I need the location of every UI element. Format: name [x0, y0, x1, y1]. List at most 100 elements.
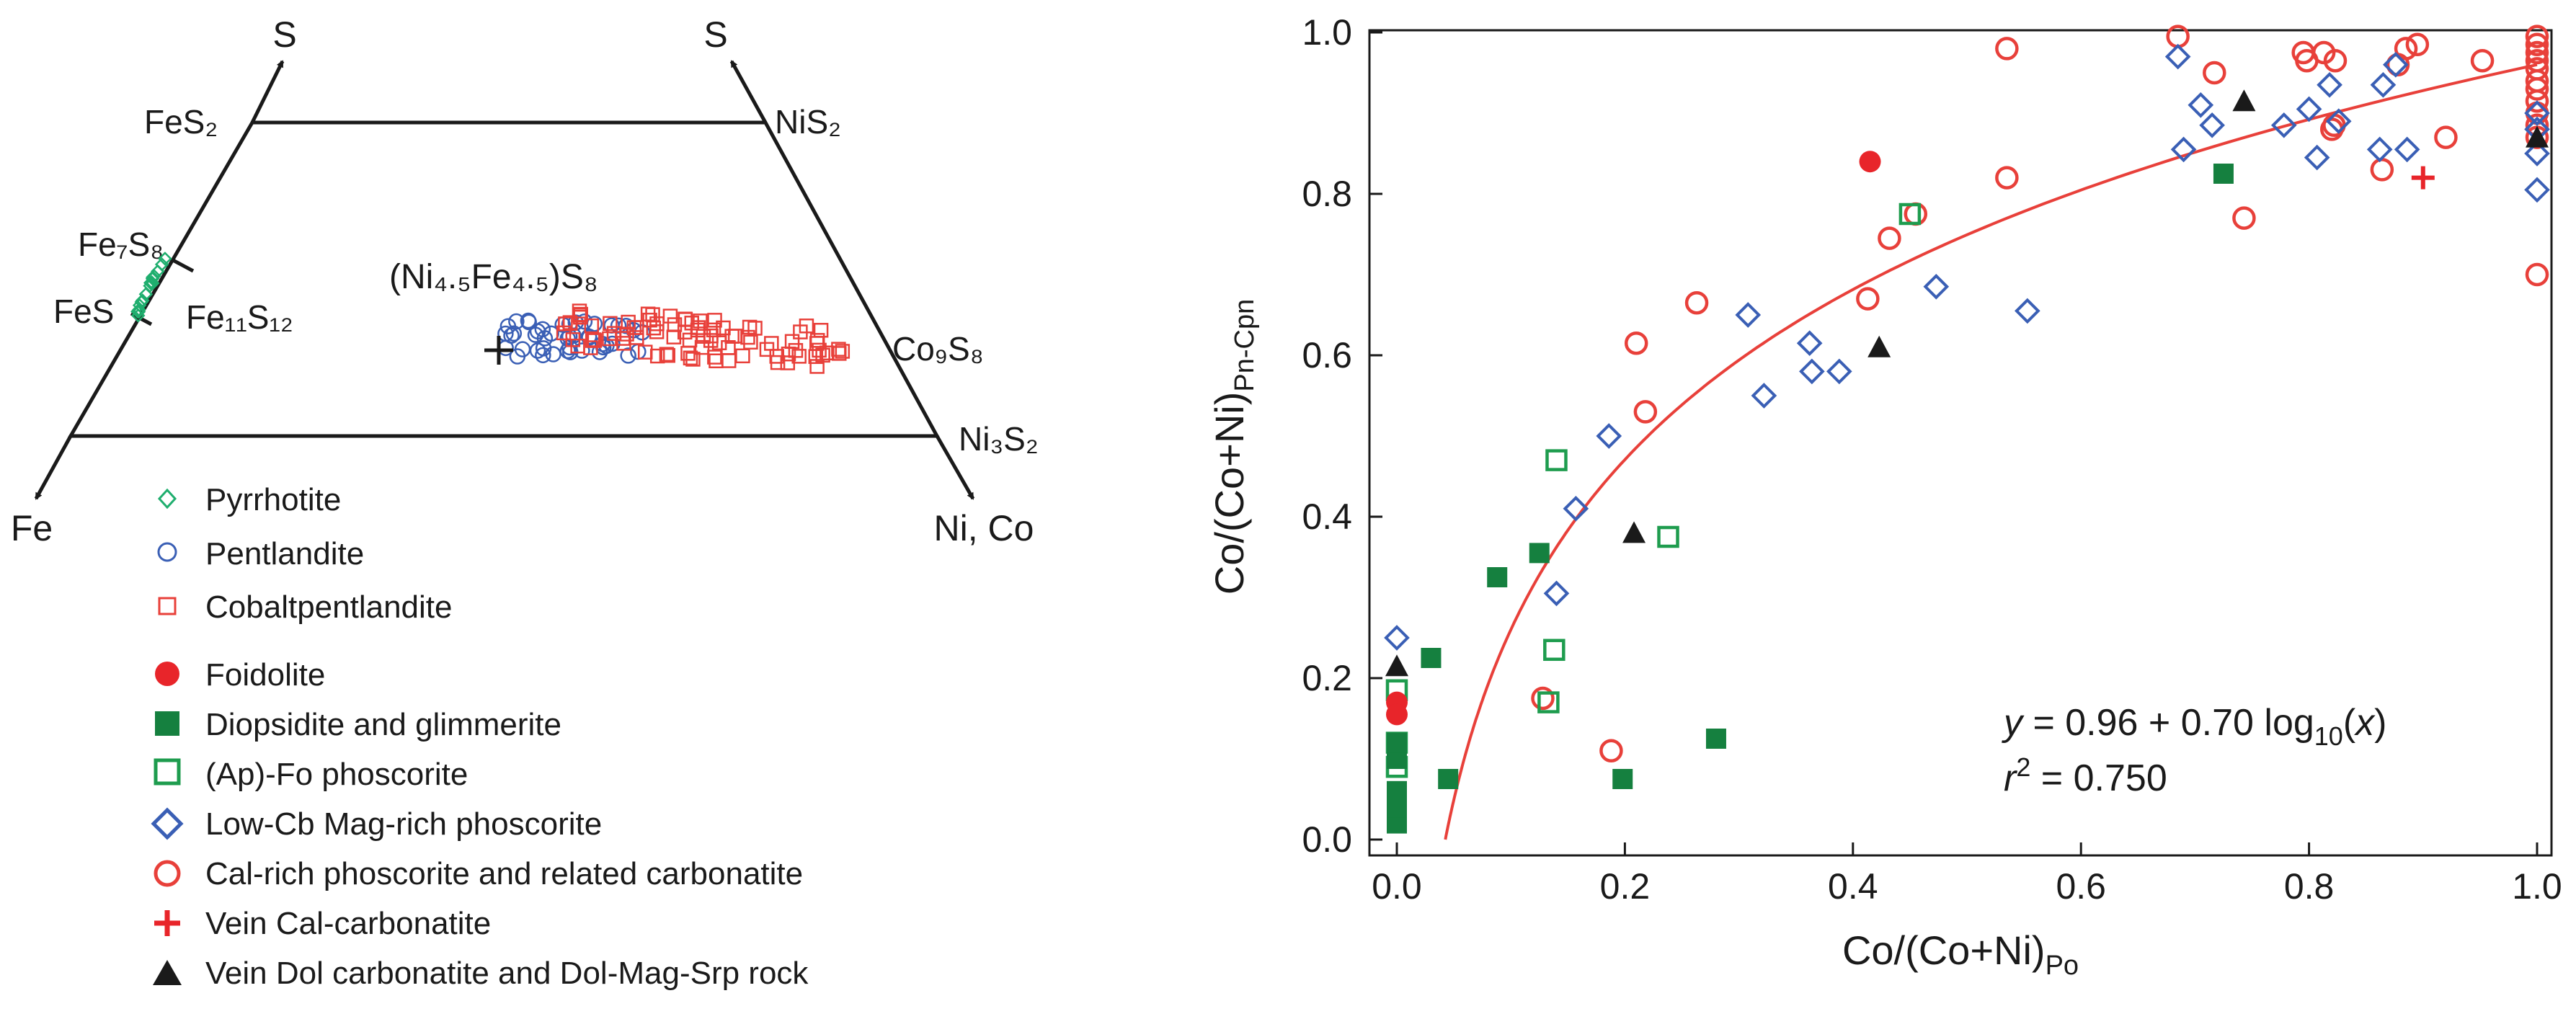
- data-points: [1384, 25, 2550, 834]
- cluster-pentlandite-point: [527, 326, 544, 343]
- legend-marker-cobaltpentlandite: [158, 597, 177, 615]
- point-lowcb: [2524, 100, 2550, 126]
- point-diop: [1387, 780, 1407, 801]
- legend-marker-diopsidite: [155, 711, 179, 736]
- cluster-cobaltpentlandite-point: [721, 339, 736, 355]
- point-diop: [1705, 729, 1726, 749]
- cluster-pyrrhotite-point: [145, 276, 160, 290]
- cluster-cobaltpentlandite-point: [735, 348, 750, 364]
- x-axis-label-main: Co/(Co+Ni): [1842, 927, 2046, 973]
- x-axis-label-sub: Po: [2046, 951, 2079, 981]
- point-apfo: [1545, 449, 1568, 471]
- point-lowcb: [2325, 108, 2352, 135]
- x-tick-label: 0.4: [1828, 866, 1878, 907]
- point-cal: [2323, 48, 2348, 73]
- y-axis-label-main: Co/(Co+Ni): [1207, 392, 1252, 595]
- point-diop: [1438, 769, 1459, 789]
- point-lowcb: [1923, 273, 1950, 300]
- cluster-cobaltpentlandite-point: [707, 313, 722, 328]
- cluster-pentlandite-point: [520, 312, 537, 329]
- y-tick-label: 0.8: [1302, 174, 1352, 214]
- point-cal: [2525, 262, 2549, 287]
- point-cal: [1684, 290, 1709, 315]
- cluster-cobaltpentlandite-point: [832, 346, 847, 361]
- point-cal: [2525, 89, 2549, 113]
- legend-item-cal-phoscorite: Cal-rich phoscorite and related carbonat…: [154, 856, 803, 891]
- legend-label-vein-cal: Vein Cal-carbonatite: [205, 906, 491, 941]
- ternary-plus-marker: [484, 336, 513, 365]
- point-lowcb: [2164, 43, 2191, 70]
- point-lowcb: [2317, 71, 2342, 98]
- point-lowcb: [1751, 383, 1777, 409]
- cluster-pentlandite-point: [529, 323, 546, 340]
- legend-label-apfo: (Ap)-Fo phoscorite: [205, 757, 468, 792]
- point-dol: [1622, 521, 1646, 543]
- point-apfo: [1543, 638, 1565, 662]
- x-tick-label: 0.6: [2056, 866, 2106, 907]
- legend-label-pentlandite: Pentlandite: [205, 536, 364, 571]
- cluster-cobaltpentlandite-point: [660, 347, 675, 363]
- point-lowcb: [2270, 112, 2297, 138]
- vertex-label-s-right: S: [703, 14, 727, 55]
- point-lowcb: [1563, 495, 1589, 522]
- eq-sub: 10: [2314, 721, 2343, 751]
- x-axis-label: Co/(Co+Ni)Po: [1842, 927, 2079, 981]
- point-cal: [2434, 125, 2458, 149]
- point-foid: [1859, 151, 1881, 173]
- cluster-pyrrhotite-point: [158, 252, 172, 266]
- phase-label-fe7s8: Fe₇S₈: [78, 226, 164, 263]
- cluster-cobaltpentlandite-point: [813, 323, 829, 338]
- eq-y: y: [2002, 702, 2025, 744]
- legend-item-foidolite: Foidolite: [155, 657, 325, 693]
- cluster-pentlandite-point: [574, 342, 590, 359]
- legend-marker-pyrrhotite: [157, 488, 177, 509]
- cluster-cobaltpentlandite-point: [680, 346, 696, 361]
- point-diop: [2213, 164, 2234, 184]
- legend-rock-groups: Foidolite Diopsidite and glimmerite (Ap)…: [151, 657, 809, 991]
- point-lowcb: [2188, 92, 2214, 118]
- legend-item-diopsidite: Diopsidite and glimmerite: [155, 707, 561, 742]
- point-cal: [1904, 202, 1928, 226]
- point-lowcb: [1543, 580, 1570, 607]
- x-tick-label: 0.8: [2284, 866, 2335, 907]
- cluster-pyrrhotite-point: [146, 270, 160, 285]
- point-cal: [1624, 331, 1648, 355]
- point-lowcb: [1735, 302, 1762, 328]
- cluster-pentlandite-point: [581, 329, 598, 346]
- eq-rhs: = 0.96 + 0.70 log: [2022, 702, 2314, 744]
- phase-label-fes: FeS: [53, 293, 114, 330]
- legend-marker-apfo: [154, 758, 181, 786]
- y-axis-label-sub: Pn-Cpn: [1230, 299, 1260, 392]
- cluster-cobaltpentlandite-point: [586, 332, 602, 347]
- eq-x: x: [2353, 702, 2376, 744]
- legend-label-foidolite: Foidolite: [205, 657, 325, 693]
- cluster-pentlandite-point: [505, 325, 523, 342]
- phase-label-ni3s2: Ni₃S₂: [959, 420, 1039, 458]
- point-lowcb: [2015, 298, 2040, 324]
- point-cal: [2525, 32, 2549, 57]
- arrow-fe: [34, 435, 73, 500]
- x-ticks: 0.0 0.2 0.4 0.6 0.8 1.0: [1372, 842, 2562, 907]
- cluster-cobaltpentlandite-point: [662, 308, 678, 324]
- point-diop: [1387, 732, 1407, 753]
- cluster-cobaltpentlandite-point: [682, 332, 698, 348]
- point-diop: [1487, 567, 1508, 587]
- cluster-cobaltpentlandite-point: [645, 307, 660, 322]
- point-foid: [1386, 703, 1408, 726]
- point-dol: [1867, 335, 1891, 357]
- point-cal: [2525, 77, 2549, 101]
- cluster-cobaltpentlandite-point: [703, 333, 719, 348]
- y-tick-label: 0.6: [1302, 335, 1352, 375]
- cluster-cobaltpentlandite-point: [565, 332, 581, 347]
- point-cal: [2203, 61, 2226, 85]
- point-lowcb: [1384, 625, 1410, 651]
- phase-label-fes2: FeS₂: [144, 103, 218, 141]
- cluster-cobaltpentlandite-point: [809, 359, 825, 374]
- legend-item-apfo-phoscorite: (Ap)-Fo phoscorite: [154, 757, 468, 792]
- tick-fe7s8: [170, 257, 195, 273]
- cluster-pyrrhotite-point: [154, 257, 169, 272]
- point-lowcb: [2170, 136, 2197, 163]
- x-tick-label: 1.0: [2512, 866, 2562, 907]
- point-cal: [1531, 686, 1555, 711]
